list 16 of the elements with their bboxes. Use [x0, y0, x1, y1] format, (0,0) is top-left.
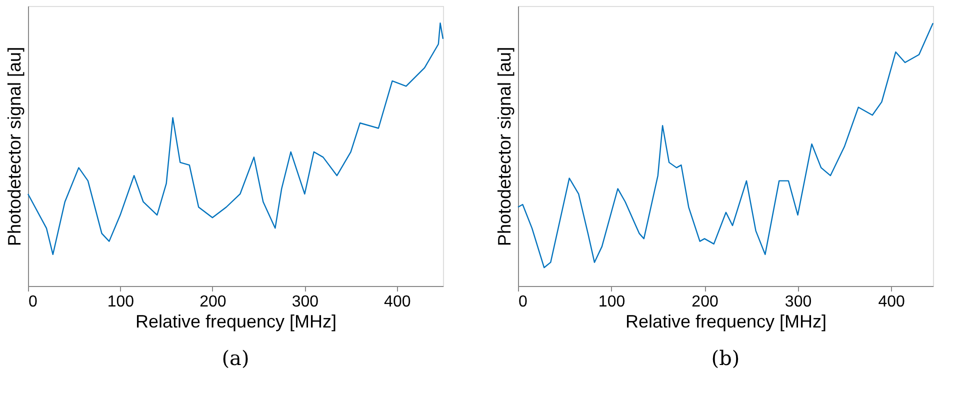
text: (b) — [711, 346, 740, 370]
y-axis-title: Photodetector signal [au] — [494, 46, 514, 246]
x-tick-label: 100 — [107, 294, 134, 310]
x-tick-label: 300 — [292, 294, 319, 310]
x-tick-label: 0 — [28, 294, 38, 310]
x-tick-label: 200 — [200, 294, 226, 310]
x-tick-label: 100 — [598, 294, 626, 310]
x-tick-label: 200 — [692, 294, 718, 310]
x-axis-title: Relative frequency [MHz] — [135, 312, 337, 332]
x-axis-title: Relative frequency [MHz] — [625, 312, 827, 332]
x-tick-label: 400 — [878, 294, 905, 310]
x-tick-label: 400 — [384, 294, 411, 310]
text: (a) — [222, 346, 250, 370]
x-tick-label: 300 — [784, 294, 812, 310]
y-axis-title: Photodetector signal [au] — [4, 46, 24, 246]
x-tick-label: 0 — [518, 294, 528, 310]
